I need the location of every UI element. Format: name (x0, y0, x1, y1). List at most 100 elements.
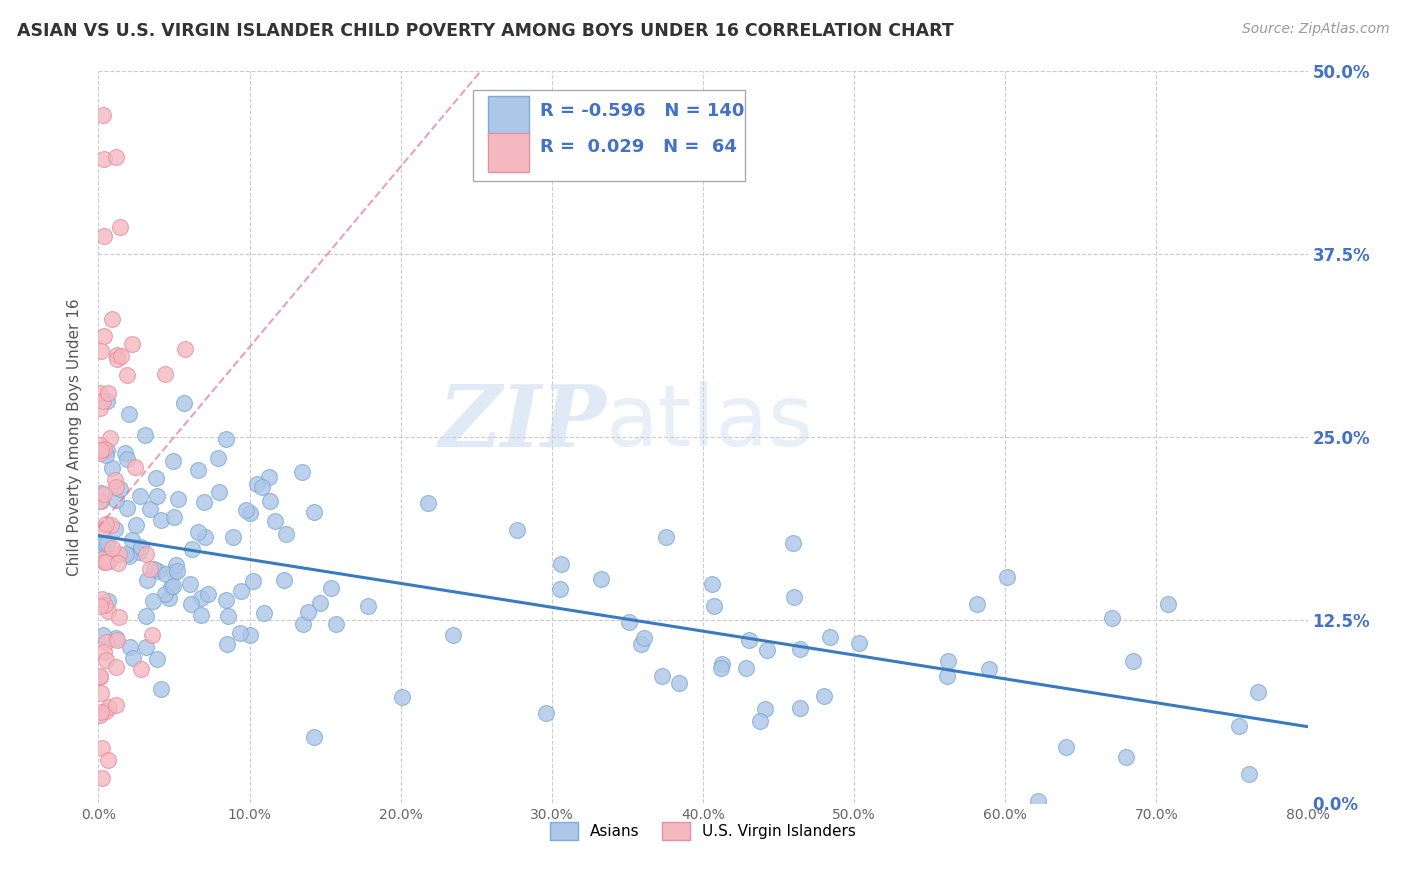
Point (135, 640, 157, 655)
Point (94, 704, 117, 718)
Point (548, 582, 571, 596)
Point (93, 555, 115, 569)
Point (441, 628, 464, 642)
Point (257, 470, 280, 484)
Point (91, 552, 114, 566)
Point (709, 661, 731, 675)
Point (319, 581, 342, 595)
Point (121, 533, 143, 547)
Point (93, 536, 115, 550)
Point (105, 352, 128, 367)
Point (149, 513, 172, 527)
Point (89, 707, 111, 722)
Point (114, 446, 136, 460)
Point (146, 564, 169, 578)
Point (1026, 794, 1049, 808)
Point (104, 479, 127, 493)
Point (138, 502, 160, 516)
Point (309, 597, 332, 611)
Point (97, 753, 120, 767)
Point (165, 558, 187, 572)
Point (187, 463, 209, 477)
Point (292, 617, 315, 632)
Point (90, 486, 112, 500)
Text: R =  0.029   N =  64: R = 0.029 N = 64 (540, 138, 737, 156)
Point (1101, 611, 1123, 625)
Point (118, 549, 141, 563)
Point (104, 473, 127, 487)
Point (180, 597, 202, 611)
Point (115, 368, 138, 382)
Point (789, 701, 811, 715)
Point (357, 599, 380, 613)
Legend: Asians, U.S. Virgin Islanders: Asians, U.S. Virgin Islanders (544, 815, 862, 847)
Point (125, 518, 148, 533)
Point (105, 660, 128, 674)
Point (89, 401, 111, 415)
Point (135, 547, 157, 561)
Point (89, 493, 111, 508)
Point (193, 531, 215, 545)
Point (89, 669, 111, 683)
Point (91, 108, 114, 122)
Point (89, 442, 111, 457)
Point (291, 465, 314, 479)
Point (163, 510, 186, 524)
Point (173, 396, 195, 410)
Point (630, 637, 652, 651)
Point (391, 690, 413, 704)
Point (101, 461, 124, 475)
Point (108, 219, 131, 234)
Point (105, 347, 128, 361)
Point (193, 495, 215, 509)
Point (179, 577, 201, 591)
Point (93, 442, 115, 456)
Point (242, 574, 264, 588)
Point (141, 628, 163, 642)
Point (534, 706, 557, 720)
Point (145, 471, 167, 485)
Point (128, 545, 150, 559)
Point (1122, 654, 1144, 668)
Point (273, 573, 295, 587)
FancyBboxPatch shape (488, 133, 529, 172)
Point (215, 433, 238, 447)
Point (105, 150, 128, 164)
Point (103, 522, 125, 536)
Text: atlas: atlas (606, 381, 814, 464)
Point (966, 598, 988, 612)
Point (93, 152, 115, 166)
Point (91, 394, 114, 409)
Point (155, 367, 177, 381)
Point (96, 653, 118, 667)
Point (91, 628, 114, 642)
Point (222, 530, 245, 544)
Point (89, 438, 111, 452)
Point (167, 491, 190, 506)
Point (96, 635, 118, 649)
Point (97, 385, 120, 400)
Point (108, 547, 131, 561)
Point (190, 607, 212, 622)
Point (143, 562, 166, 576)
Point (1157, 597, 1180, 611)
Point (239, 628, 262, 642)
Point (94, 517, 117, 532)
Point (134, 428, 156, 442)
Point (115, 452, 138, 467)
Point (187, 525, 209, 540)
Point (93, 645, 115, 659)
Point (118, 640, 141, 654)
Point (813, 689, 835, 703)
Point (1247, 685, 1270, 699)
Point (91, 521, 114, 535)
Point (936, 654, 959, 668)
Point (162, 454, 184, 468)
Point (135, 573, 157, 587)
Point (215, 637, 238, 651)
Point (259, 493, 281, 508)
Point (96, 535, 118, 549)
Point (94, 556, 117, 570)
Point (108, 482, 131, 496)
Point (98, 552, 121, 566)
